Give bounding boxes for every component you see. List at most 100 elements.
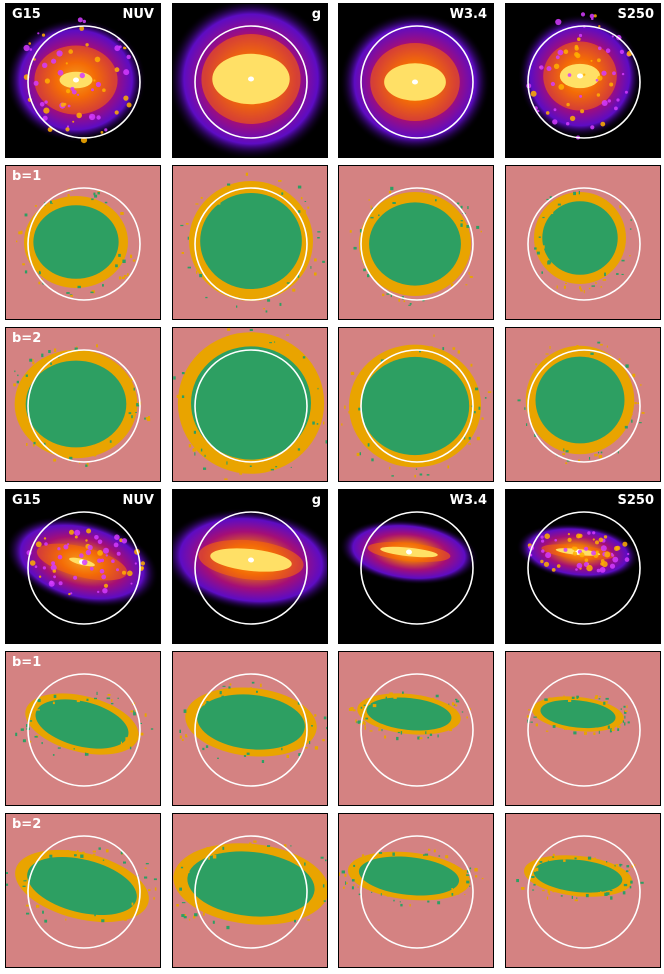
- emission-spot: [85, 539, 88, 542]
- mask-speck: [400, 355, 402, 357]
- mask-speck: [393, 697, 397, 699]
- mask-speck: [50, 362, 52, 365]
- emission-spot: [604, 551, 611, 558]
- mask-speck: [181, 738, 184, 741]
- emission-spot: [34, 565, 38, 568]
- mask-speck: [31, 359, 34, 361]
- mask-speck: [249, 465, 252, 467]
- mask-speck: [24, 270, 28, 274]
- mask-speck: [189, 918, 191, 921]
- mask-speck: [380, 893, 382, 896]
- mask-speck: [598, 892, 601, 896]
- mask-speck: [133, 387, 135, 391]
- mask-speck: [341, 870, 345, 874]
- mask-speck: [353, 884, 355, 886]
- emission-spot: [541, 539, 545, 543]
- mask-speck: [115, 264, 118, 268]
- band-label: g: [311, 7, 321, 22]
- mask-speck: [402, 291, 404, 295]
- mask-speck: [594, 857, 596, 860]
- mask-speck: [221, 695, 225, 698]
- emission-spot: [592, 538, 595, 541]
- mask-speck: [453, 453, 455, 456]
- mask-speck: [85, 464, 88, 467]
- mask-speck: [40, 278, 43, 281]
- mask-speck: [286, 282, 290, 284]
- mask-speck: [383, 362, 385, 365]
- mask-speck: [617, 247, 621, 251]
- mask-speck: [323, 900, 326, 902]
- mask-speck: [524, 407, 526, 410]
- emission-spot: [598, 46, 602, 51]
- mask-speck: [322, 260, 325, 263]
- mask-speck: [22, 885, 26, 887]
- mask-speck: [34, 373, 37, 377]
- mask-speck: [109, 440, 112, 443]
- mask-speck: [454, 703, 457, 705]
- mask-speck: [462, 229, 465, 232]
- mask-speck: [574, 899, 578, 902]
- band-label: W3.4: [449, 7, 487, 22]
- mask-speck: [187, 266, 191, 269]
- mask-speck: [97, 192, 100, 195]
- galaxy-nucleus: [73, 77, 79, 83]
- mask-speck: [32, 361, 35, 365]
- mask-panel: [338, 165, 494, 320]
- mask-speck: [248, 842, 252, 845]
- mask-speck: [640, 881, 644, 884]
- mask-speck: [64, 456, 66, 459]
- mask-speck: [627, 721, 630, 724]
- emission-spot: [539, 65, 544, 70]
- mask-speck: [42, 910, 44, 914]
- mask-speck: [351, 886, 354, 890]
- mask-speck: [308, 866, 310, 869]
- emission-spot: [584, 558, 589, 562]
- mask-speck: [111, 699, 113, 702]
- mask-speck: [606, 861, 608, 863]
- mask-speck: [38, 281, 41, 285]
- mask-speck: [541, 245, 545, 249]
- mask-speck: [344, 873, 347, 877]
- mask-speck: [128, 412, 132, 415]
- mask-speck: [246, 184, 248, 187]
- emission-spot: [590, 59, 593, 62]
- mask-speck: [386, 895, 390, 897]
- emission-spot: [140, 561, 145, 566]
- image-panel-s250: S250: [505, 489, 661, 644]
- emission-spot: [29, 560, 36, 566]
- mask-speck: [432, 697, 435, 700]
- mask-speck: [183, 916, 187, 919]
- emission-spot: [580, 109, 585, 114]
- mask-speck: [181, 914, 185, 917]
- mask-speck: [631, 864, 635, 868]
- emission-spot: [44, 100, 48, 104]
- emission-spot: [70, 592, 73, 595]
- mask-speck: [148, 889, 151, 892]
- aperture-circle: [27, 511, 141, 625]
- aperture-circle: [27, 835, 141, 949]
- mask-speck: [283, 919, 285, 922]
- mask-speck: [105, 211, 109, 214]
- mask-speck: [521, 887, 525, 890]
- emission-spot: [566, 102, 570, 107]
- emission-spot: [65, 127, 70, 132]
- mask-speck: [552, 891, 555, 893]
- mask-speck: [564, 728, 568, 730]
- mask-speck: [384, 735, 387, 739]
- mask-speck: [598, 451, 600, 454]
- aperture-circle: [194, 187, 308, 301]
- mask-speck: [361, 854, 365, 857]
- mask-panel: b=2: [5, 327, 161, 482]
- mask-speck: [43, 274, 45, 277]
- mask-speck: [304, 862, 306, 866]
- mask-inner-region: [33, 205, 119, 279]
- mask-speck: [29, 720, 33, 722]
- emission-spot: [122, 570, 126, 575]
- mask-speck: [52, 701, 55, 705]
- mask-speck: [624, 418, 627, 422]
- mask-speck: [176, 904, 179, 907]
- mask-speck: [243, 755, 247, 757]
- mask-speck: [382, 293, 385, 297]
- emission-spot: [67, 543, 70, 546]
- mask-speck: [26, 707, 28, 709]
